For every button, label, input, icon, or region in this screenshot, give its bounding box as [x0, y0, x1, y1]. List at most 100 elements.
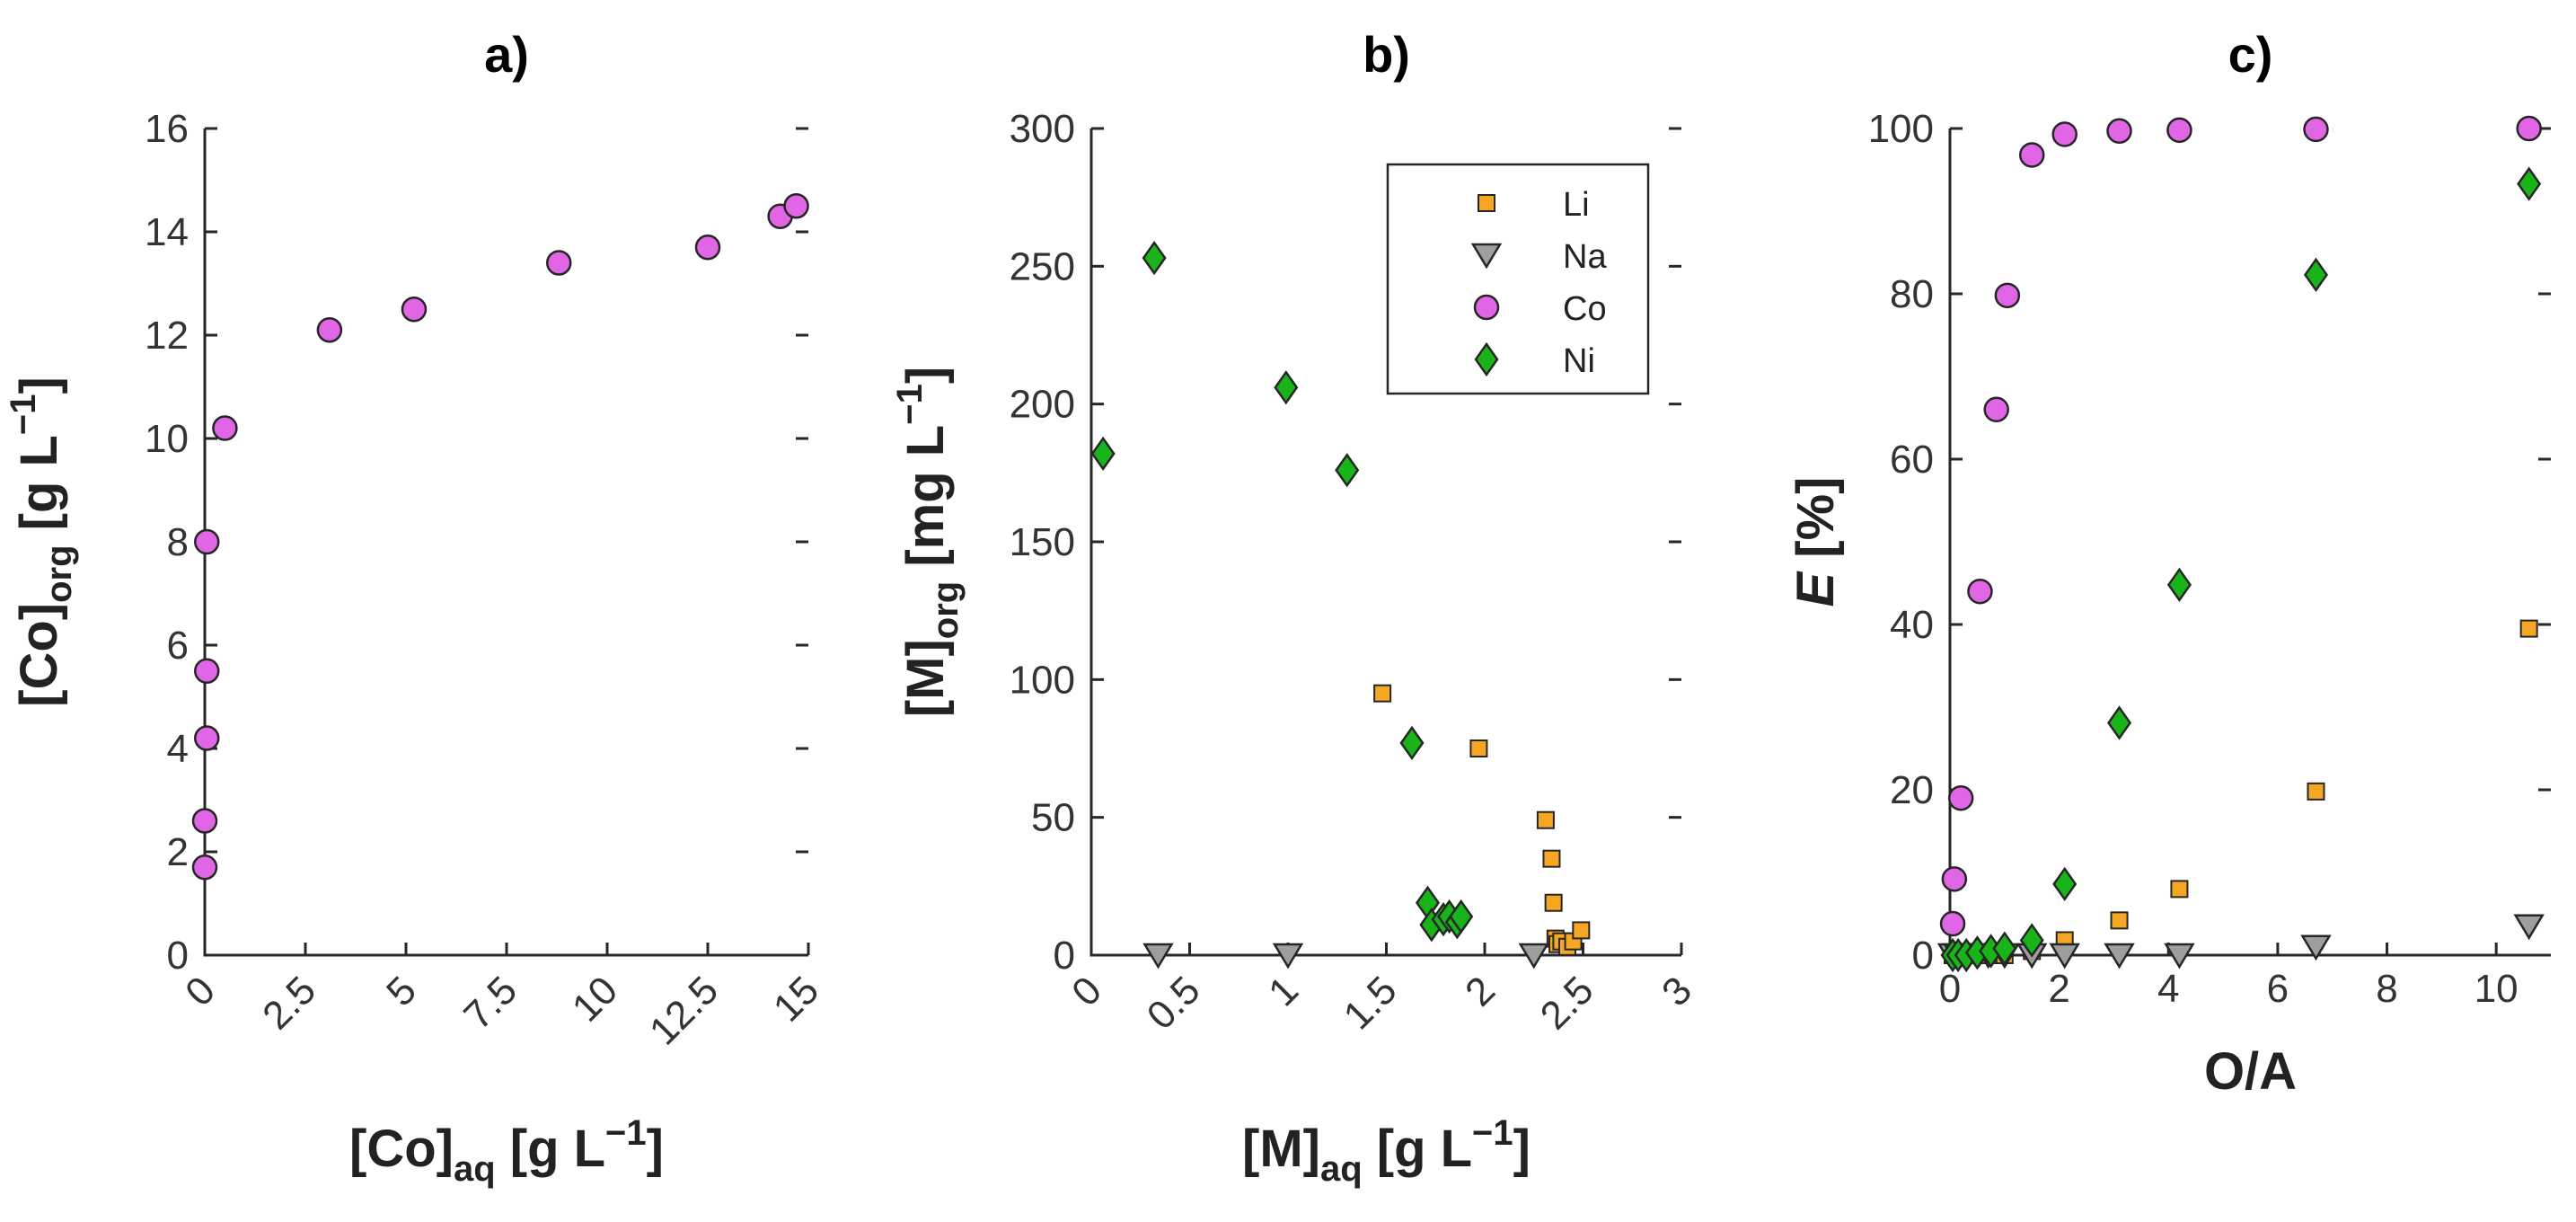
x-tick-label: 6: [2267, 967, 2289, 1011]
chart-title: c): [2228, 26, 2273, 83]
y-axis-label: [M]org [mg L−1]: [890, 367, 966, 717]
series-co: [191, 193, 809, 881]
data-point-co: [191, 808, 218, 834]
y-tick-label: 100: [1010, 658, 1075, 702]
data-point-na: [1142, 943, 1174, 970]
y-label-unit: [mg L: [896, 425, 955, 581]
y-tick-label: 0: [1912, 934, 1934, 978]
y-tick-label: 100: [1868, 107, 1934, 151]
x-label-subscript: aq: [1320, 1149, 1363, 1189]
data-point-na: [2104, 943, 2135, 970]
data-point-na: [1272, 943, 1304, 970]
y-label-unit: [g L: [10, 435, 68, 545]
x-label-main: [M]: [1242, 1120, 1320, 1178]
data-point-co: [2166, 117, 2192, 144]
x-label-main: [Co]: [349, 1120, 454, 1178]
data-point-ni: [2019, 923, 2044, 958]
chart-title: b): [1363, 26, 1410, 83]
data-point-co: [694, 235, 721, 261]
x-tick-label: 2: [2048, 967, 2069, 1011]
y-tick-label: 6: [167, 624, 189, 668]
data-point-co: [212, 415, 238, 441]
y-label-main: [Co]: [10, 603, 68, 707]
y-tick-label: 14: [145, 210, 189, 254]
x-label-exponent: −1: [1472, 1113, 1513, 1153]
data-point-co: [2051, 121, 2078, 147]
data-point-ni: [1449, 899, 1474, 934]
legend-label-ni: Ni: [1563, 342, 1595, 380]
data-point-na: [2049, 943, 2080, 970]
data-point-ni: [2052, 866, 2078, 902]
data-point-co: [316, 317, 343, 343]
data-point-co: [193, 725, 220, 751]
data-point-co: [1947, 784, 1974, 811]
legend-marker-co: [1473, 294, 1500, 321]
x-tick-label: 10: [2475, 967, 2519, 1011]
data-point-co: [1939, 910, 1966, 937]
data-point-co: [545, 250, 572, 276]
data-point-li: [2170, 880, 2189, 899]
y-tick-label: 4: [167, 727, 189, 771]
data-point-na: [2513, 914, 2545, 941]
data-point-co: [193, 658, 220, 684]
y-tick-label: 60: [1890, 438, 1934, 482]
legend-marker-ni: [1474, 341, 1499, 377]
x-label-main: O/A: [2204, 1042, 2297, 1101]
y-label-subscript: org: [40, 545, 79, 602]
x-label-close: ]: [1513, 1120, 1531, 1178]
x-label-subscript: aq: [454, 1149, 496, 1189]
data-point-co: [1967, 578, 1993, 605]
y-label-close: ]: [896, 367, 955, 384]
y-tick-label: 2: [167, 830, 189, 874]
y-tick-label: 40: [1890, 603, 1934, 647]
x-axis-label: O/A: [2204, 1042, 2297, 1101]
y-label-unit: [%]: [1786, 476, 1845, 571]
y-tick-label: 12: [145, 314, 189, 358]
data-point-co: [1983, 396, 2009, 423]
data-point-li: [1469, 739, 1488, 757]
y-label-subscript: org: [926, 581, 966, 639]
data-point-ni: [1335, 453, 1360, 488]
y-label-main: [M]: [896, 639, 955, 717]
data-point-co: [1941, 866, 1968, 892]
y-tick-label: 80: [1890, 272, 1934, 316]
data-point-co: [1994, 282, 2021, 309]
chart-panel-c: c) 0 20 40 60 80 100 0 2 4 6 8 10 O/A E [%]: [1786, 26, 2551, 1101]
legend-label-na: Na: [1563, 238, 1607, 276]
x-label-close: ]: [647, 1120, 664, 1178]
data-point-co: [2018, 142, 2045, 168]
x-label-unit: [g L: [1363, 1120, 1472, 1178]
x-label-unit: [g L: [496, 1120, 605, 1178]
data-point-ni: [2166, 567, 2192, 603]
legend-marker-li: [1478, 194, 1495, 212]
y-axis-label: [Co]org [g L−1]: [4, 376, 79, 707]
legend-box: [1386, 163, 1650, 395]
data-point-li: [1373, 684, 1392, 703]
series-co: [1939, 115, 2542, 937]
data-point-ni: [2107, 705, 2132, 740]
chart-title: a): [484, 26, 529, 83]
data-point-ni: [1399, 725, 1425, 761]
data-point-ni: [1090, 436, 1116, 472]
y-tick-label: 16: [145, 107, 189, 151]
data-point-ni: [2303, 257, 2329, 293]
x-tick-label: 0: [1939, 967, 1961, 1011]
legend-label-co: Co: [1563, 290, 1607, 328]
y-label-close: ]: [10, 376, 68, 394]
data-point-co: [2303, 116, 2329, 143]
y-tick-label: 10: [145, 417, 189, 461]
data-point-li: [2110, 911, 2129, 930]
data-point-ni: [1992, 931, 2017, 966]
y-tick-label: 150: [1010, 520, 1075, 564]
series-ni: [1940, 166, 2542, 973]
data-point-li: [1542, 849, 1561, 868]
legend-label-li: Li: [1563, 186, 1590, 224]
data-point-li: [1544, 893, 1563, 912]
data-point-co: [2106, 118, 2132, 145]
y-axis-label: E [%]: [1786, 476, 1845, 607]
x-axis-label: [Co]aq [g L−1]: [349, 1113, 664, 1189]
data-point-li: [1536, 810, 1555, 829]
y-tick-label: 200: [1010, 383, 1075, 427]
